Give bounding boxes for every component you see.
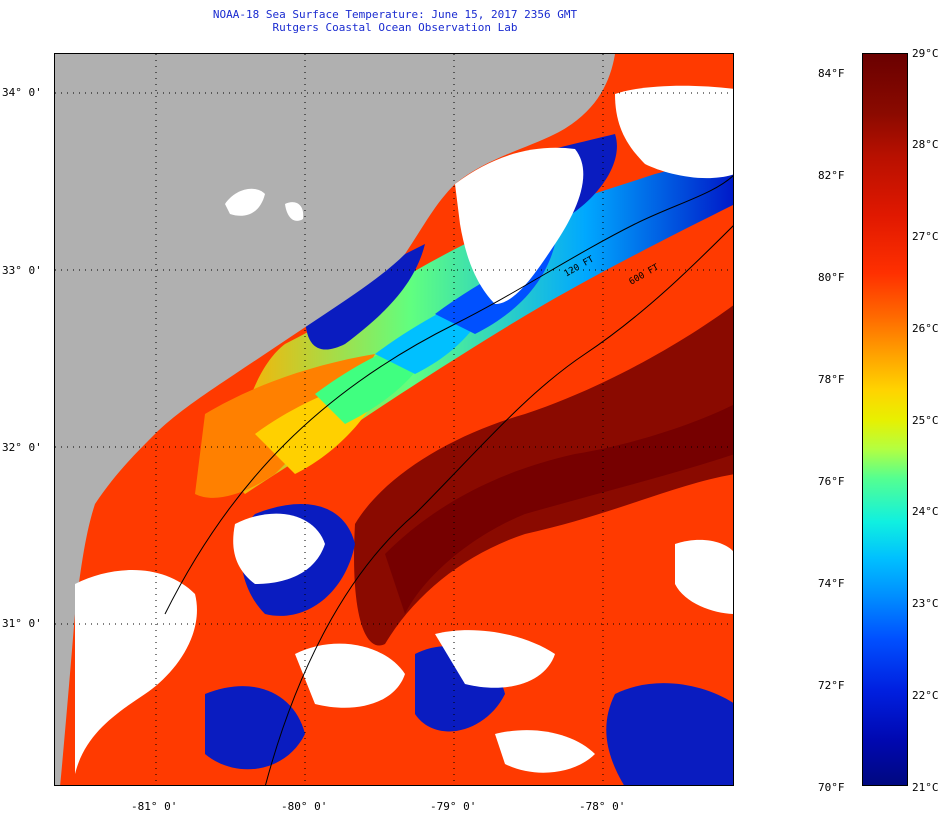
cb-f-82: 82°F [818, 169, 845, 182]
lat-label-32: 32° 0' [2, 441, 42, 454]
lon-label-78: -78° 0' [579, 800, 626, 813]
cb-f-76: 76°F [818, 475, 845, 488]
cb-c-22: 22°C [912, 689, 939, 702]
map-subtitle: Rutgers Coastal Ocean Observation Lab [272, 21, 518, 34]
sst-map[interactable] [54, 53, 734, 786]
gulf-stream-core [354, 305, 733, 646]
lon-label-80: -80° 0' [281, 800, 328, 813]
cb-c-21: 21°C [912, 781, 939, 794]
cb-f-84: 84°F [818, 67, 845, 80]
cb-c-23: 23°C [912, 597, 939, 610]
lon-label-81: -81° 0' [131, 800, 178, 813]
cb-f-72: 72°F [818, 679, 845, 692]
graticule [55, 54, 733, 785]
lat-label-34: 34° 0' [2, 86, 42, 99]
cb-f-74: 74°F [818, 577, 845, 590]
cloud-cover [75, 85, 733, 774]
cb-c-24: 24°C [912, 505, 939, 518]
cb-c-28: 28°C [912, 138, 939, 151]
lon-label-79: -79° 0' [430, 800, 477, 813]
cb-f-70: 70°F [818, 781, 845, 794]
lat-label-31: 31° 0' [2, 617, 42, 630]
land [55, 54, 615, 785]
cb-c-29: 29°C [912, 47, 939, 60]
cb-c-26: 26°C [912, 322, 939, 335]
cb-c-25: 25°C [912, 414, 939, 427]
lat-label-33: 33° 0' [2, 264, 42, 277]
temperature-colorbar [862, 53, 908, 786]
sst-map-svg [55, 54, 733, 785]
cb-f-80: 80°F [818, 271, 845, 284]
cb-f-78: 78°F [818, 373, 845, 386]
cb-c-27: 27°C [912, 230, 939, 243]
map-title: NOAA-18 Sea Surface Temperature: June 15… [212, 8, 578, 21]
isobath-lines [164, 175, 733, 785]
